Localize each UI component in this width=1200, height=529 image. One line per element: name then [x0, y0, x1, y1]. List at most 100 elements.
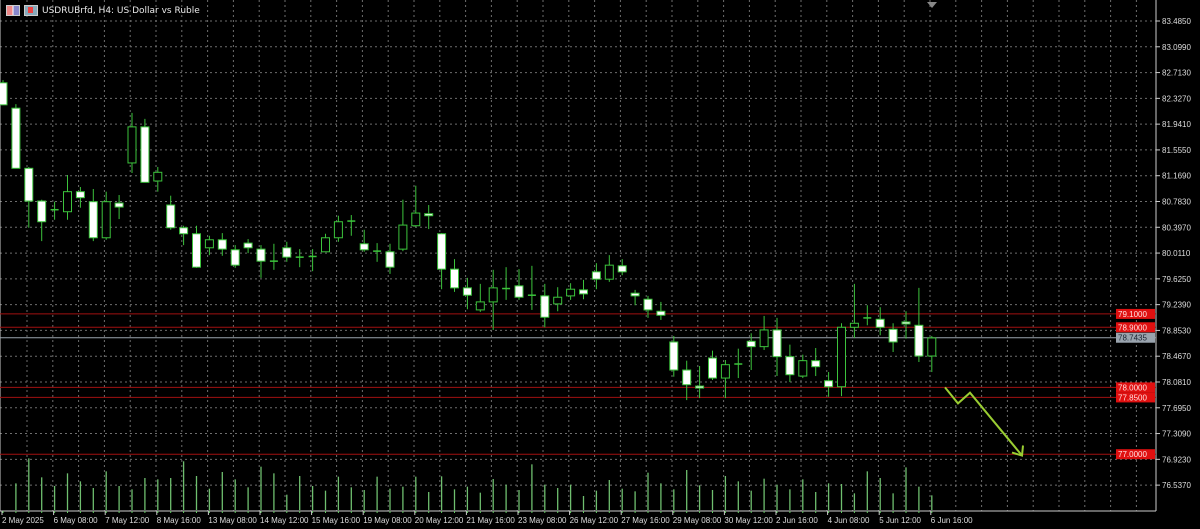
candle-body: [256, 248, 266, 262]
candle: [914, 287, 924, 363]
candle-body: [695, 385, 705, 389]
candle: [863, 305, 872, 326]
candle: [50, 201, 59, 220]
level-label-bg: [1116, 449, 1155, 460]
symbol-flag-icon[interactable]: [6, 5, 20, 16]
x-tick-label: 21 May 16:00: [466, 516, 515, 525]
candle: [875, 307, 885, 336]
candle-body: [179, 227, 189, 235]
candle: [824, 372, 834, 397]
level-label: 77.8500: [1118, 393, 1147, 402]
candle: [75, 186, 85, 208]
candle: [746, 333, 756, 371]
candle: [888, 323, 898, 352]
candle: [217, 233, 227, 256]
candle: [114, 195, 124, 220]
candle: [0, 80, 8, 106]
y-tick-label: 80.3970: [1162, 223, 1191, 232]
chart-indicator-icon[interactable]: [24, 5, 38, 16]
y-tick-label: 77.3090: [1162, 430, 1191, 439]
candle-body: [720, 364, 730, 379]
candle-body: [63, 191, 72, 213]
y-tick-label: 78.0810: [1162, 378, 1191, 387]
candle: [140, 118, 150, 183]
candle: [579, 279, 588, 300]
y-tick-label: 81.5550: [1162, 146, 1191, 155]
candle: [166, 195, 176, 230]
level-label-bg: [1116, 392, 1155, 403]
candle-body: [514, 285, 524, 298]
candle: [656, 301, 666, 320]
candle: [785, 344, 795, 383]
candle: [424, 205, 434, 230]
candle-body: [914, 324, 924, 357]
x-tick-label: 4 Jun 08:00: [828, 516, 870, 525]
candle-body: [759, 329, 769, 348]
candle: [204, 235, 214, 256]
candle-body: [153, 171, 163, 182]
y-tick-label: 76.9230: [1162, 455, 1191, 464]
candle: [669, 335, 679, 377]
candle: [282, 241, 292, 262]
x-tick-label: 26 May 12:00: [570, 516, 619, 525]
candle-body: [617, 265, 627, 273]
candle-body: [708, 357, 717, 379]
x-tick-label: 20 May 12:00: [415, 516, 464, 525]
candle-body: [591, 271, 601, 280]
y-tick-label: 79.6250: [1162, 275, 1191, 284]
candle: [127, 112, 137, 173]
candle-body: [450, 268, 459, 289]
candle: [269, 243, 278, 270]
candle-body: [656, 310, 666, 316]
x-tick-label: 30 May 12:00: [724, 516, 773, 525]
candle: [475, 283, 485, 312]
candle: [617, 259, 627, 276]
x-tick-label: 2 Jun 16:00: [776, 516, 818, 525]
candle: [772, 317, 782, 377]
candle-body: [37, 200, 47, 223]
candle: [153, 166, 163, 192]
candle-body: [359, 243, 369, 251]
candle-body: [643, 298, 653, 311]
candle: [734, 348, 743, 379]
chart-title: USDRUBrfd, H4: US Dollar vs Ruble: [42, 5, 200, 16]
candle: [591, 263, 601, 290]
candle: [230, 245, 240, 268]
candle: [566, 283, 576, 300]
candle-body: [540, 295, 550, 318]
candle: [333, 215, 343, 242]
chart-title-bar: USDRUBrfd, H4: US Dollar vs Ruble: [6, 5, 200, 16]
candle-body: [901, 321, 911, 325]
candle: [695, 366, 705, 399]
candle: [462, 277, 472, 310]
y-tick-label: 83.0990: [1162, 43, 1191, 52]
candle-body: [488, 287, 498, 303]
candle: [11, 104, 21, 169]
candle: [398, 199, 408, 252]
candle: [604, 255, 614, 282]
candle: [798, 354, 808, 379]
y-tick-label: 76.5370: [1162, 481, 1191, 490]
candle-body: [437, 233, 447, 270]
candle: [88, 189, 98, 242]
candle-body: [927, 337, 937, 357]
candle-body: [230, 249, 240, 266]
candle: [359, 229, 369, 252]
candle-body: [166, 204, 176, 229]
candle-body: [837, 326, 846, 388]
candle: [514, 269, 524, 300]
candle-body: [424, 213, 434, 217]
candle-body: [682, 369, 692, 386]
y-tick-label: 78.8530: [1162, 326, 1191, 335]
candle: [308, 249, 317, 272]
candle-body: [333, 221, 343, 239]
level-label: 79.1000: [1118, 310, 1147, 319]
candle-body: [824, 380, 834, 388]
candle: [63, 174, 72, 220]
candle: [720, 360, 730, 399]
candle-body: [204, 239, 214, 249]
y-tick-label: 80.0110: [1162, 249, 1191, 258]
y-tick-label: 81.9410: [1162, 120, 1191, 129]
candle: [759, 315, 769, 350]
